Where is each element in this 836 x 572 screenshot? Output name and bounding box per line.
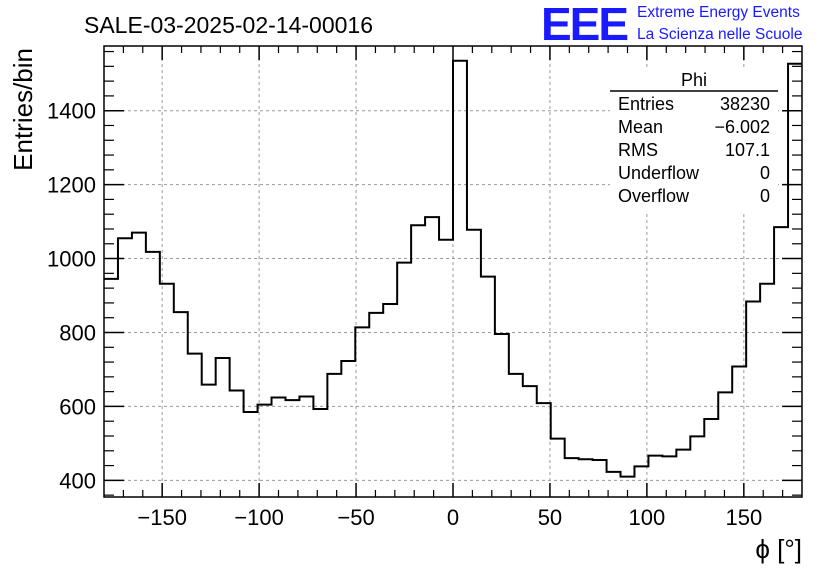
x-tick-label-0: −150 bbox=[137, 505, 187, 530]
histogram-bin-13 bbox=[285, 400, 299, 497]
y-tick-label-2: 800 bbox=[59, 320, 96, 345]
y-tick-label-1: 600 bbox=[59, 394, 96, 419]
histogram-bin-33 bbox=[565, 458, 579, 497]
histogram-bin-27 bbox=[481, 277, 495, 497]
histogram-bin-46 bbox=[746, 301, 760, 497]
histogram-bin-39 bbox=[648, 456, 662, 497]
histogram-bin-44 bbox=[718, 392, 732, 497]
x-tick-labels: −150 −100 −50 0 50 100 150 bbox=[137, 505, 762, 530]
histogram-bin-47 bbox=[760, 284, 774, 497]
histogram-bin-23 bbox=[425, 217, 439, 497]
x-tick-label-1: −100 bbox=[234, 505, 284, 530]
histogram-bin-0 bbox=[104, 279, 118, 497]
histogram-bin-14 bbox=[299, 396, 313, 497]
histogram-bin-40 bbox=[662, 456, 676, 497]
stats-rms-value: 107.1 bbox=[725, 140, 770, 160]
histogram-bin-16 bbox=[327, 374, 341, 497]
histogram-bin-22 bbox=[411, 225, 425, 497]
stats-entries-label: Entries bbox=[618, 94, 674, 114]
stats-rms-label: RMS bbox=[618, 140, 658, 160]
histogram-bin-20 bbox=[383, 304, 397, 497]
stats-box-background bbox=[610, 69, 778, 211]
histogram-bin-18 bbox=[355, 327, 369, 497]
histogram-bin-28 bbox=[495, 334, 509, 497]
histogram-bin-25 bbox=[453, 61, 467, 497]
stats-box: Phi Entries 38230 Mean −6.002 RMS 107.1 … bbox=[610, 69, 778, 211]
histogram-step-line bbox=[104, 59, 802, 478]
histogram-bin-19 bbox=[369, 313, 383, 497]
histogram-bin-24 bbox=[439, 240, 453, 497]
eee-logo-mark: EEE bbox=[541, 0, 627, 50]
stats-underflow-label: Underflow bbox=[618, 163, 700, 183]
x-tick-label-5: 100 bbox=[629, 505, 666, 530]
eee-logo-line2: La Scienza nelle Scuole bbox=[637, 26, 802, 43]
axis-ticks bbox=[104, 46, 802, 497]
histogram-bin-2 bbox=[132, 233, 146, 497]
histogram-bin-10 bbox=[244, 412, 258, 497]
stats-overflow-label: Overflow bbox=[618, 186, 690, 206]
histogram-bin-6 bbox=[188, 354, 202, 497]
histogram-bin-21 bbox=[397, 263, 411, 497]
eee-logo-line1: Extreme Energy Events bbox=[637, 4, 800, 21]
histogram-bin-31 bbox=[537, 403, 551, 497]
histogram-bin-41 bbox=[676, 450, 690, 497]
stats-mean-label: Mean bbox=[618, 117, 663, 137]
x-tick-label-2: −50 bbox=[337, 505, 374, 530]
y-tick-label-4: 1200 bbox=[47, 173, 96, 198]
y-tick-labels: 400 600 800 1000 1200 1400 bbox=[47, 99, 96, 494]
stats-mean-value: −6.002 bbox=[714, 117, 770, 137]
chart-title: SALE-03-2025-02-14-00016 bbox=[84, 12, 373, 38]
histogram-bin-8 bbox=[216, 358, 230, 497]
eee-logo: EEE Extreme Energy Events La Scienza nel… bbox=[541, 0, 802, 50]
histogram-bin-1 bbox=[118, 238, 132, 497]
y-tick-label-0: 400 bbox=[59, 468, 96, 493]
histogram-bin-49 bbox=[788, 64, 802, 497]
stats-box-title: Phi bbox=[681, 70, 707, 90]
histogram-bin-32 bbox=[551, 439, 565, 497]
x-tick-label-6: 150 bbox=[725, 505, 762, 530]
y-tick-label-3: 1000 bbox=[47, 247, 96, 272]
histogram-bin-48 bbox=[774, 227, 788, 497]
histogram-bin-29 bbox=[509, 374, 523, 497]
histogram-bin-35 bbox=[593, 460, 607, 497]
x-axis-label: ϕ [°] bbox=[755, 534, 802, 564]
stats-entries-value: 38230 bbox=[720, 94, 770, 114]
histogram-bin-34 bbox=[579, 459, 593, 497]
x-tick-label-3: 0 bbox=[447, 505, 459, 530]
histogram-bin-12 bbox=[272, 398, 286, 497]
histogram-bin-3 bbox=[146, 252, 160, 497]
x-tick-label-4: 50 bbox=[538, 505, 562, 530]
histogram-bin-15 bbox=[313, 409, 327, 497]
histogram-bin-5 bbox=[174, 312, 188, 497]
y-axis-label: Entries/bin bbox=[8, 48, 38, 171]
histogram-bin-17 bbox=[341, 361, 355, 497]
y-tick-label-5: 1400 bbox=[47, 99, 96, 124]
histogram-bin-42 bbox=[690, 436, 704, 497]
stats-overflow-value: 0 bbox=[760, 186, 770, 206]
histogram-bin-43 bbox=[704, 419, 718, 497]
stats-underflow-value: 0 bbox=[760, 163, 770, 183]
histogram-bin-26 bbox=[467, 230, 481, 497]
